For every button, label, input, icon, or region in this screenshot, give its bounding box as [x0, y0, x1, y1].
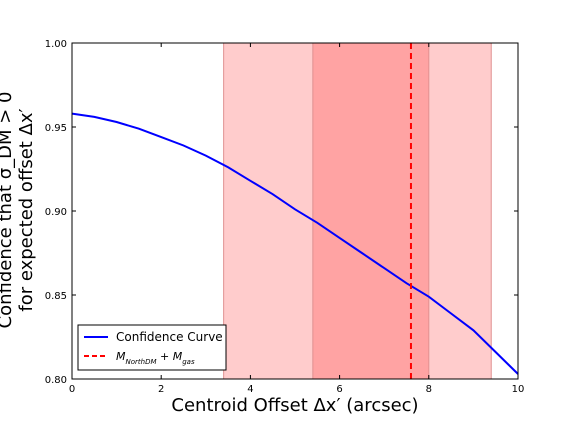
x-tick-label: 0 [69, 384, 75, 395]
confidence-bands [223, 42, 492, 380]
y-tick-label: 0.80 [45, 375, 67, 386]
legend-box [77, 324, 227, 371]
legend-label-confidence-curve: Confidence Curve [116, 330, 223, 344]
y-tick-label: 0.95 [45, 123, 67, 134]
x-axis-label: Centroid Offset Δx′ (arcsec) [171, 395, 418, 416]
x-axis-ticks: 0 2 4 6 8 10 [69, 43, 525, 395]
y-tick-label: 0.85 [45, 291, 67, 302]
y-axis-ticks: 0.80 0.85 0.90 0.95 1.00 [45, 39, 518, 386]
x-tick-label: 2 [158, 384, 164, 395]
y-tick-label: 1.00 [45, 39, 67, 50]
legend-label-north-dm-gas: MNorthDM + Mgas [116, 350, 195, 366]
legend: Confidence Curve MNorthDM + Mgas [77, 324, 227, 371]
x-tick-label: 6 [336, 384, 342, 395]
x-tick-label: 10 [512, 384, 525, 395]
x-tick-label: 8 [426, 384, 432, 395]
x-tick-label: 4 [247, 384, 253, 395]
confidence-band-inner [312, 42, 430, 380]
y-axis-label-line1: Confidence that σ_DM > 0 [0, 92, 16, 329]
confidence-curve-line [71, 112, 519, 375]
y-axis-label-line2: for expected offset Δx′ [16, 108, 37, 311]
y-tick-label: 0.90 [45, 207, 67, 218]
